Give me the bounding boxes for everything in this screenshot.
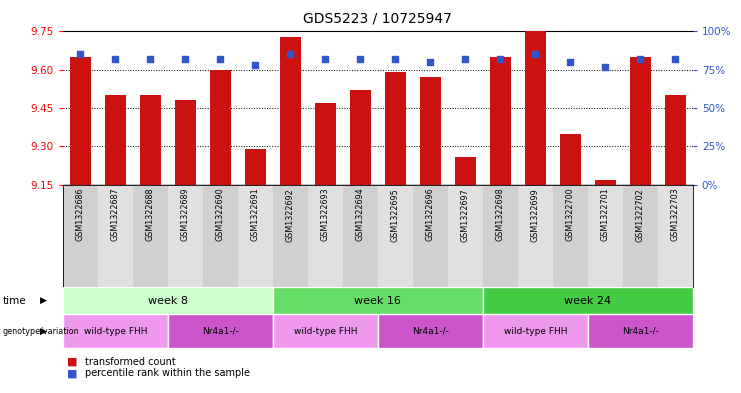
Text: GDS5223 / 10725947: GDS5223 / 10725947 (304, 12, 452, 26)
Bar (245, 149, 266, 185)
Text: GSM1322695: GSM1322695 (391, 188, 400, 242)
Point (354, 56, 366, 62)
Text: ▶: ▶ (39, 296, 47, 305)
Bar (665, 95, 686, 185)
Bar (483, 287, 693, 314)
Point (459, 56, 471, 62)
Bar (630, 57, 651, 185)
Text: GSM1322690: GSM1322690 (216, 188, 225, 241)
Bar (483, 185, 518, 287)
Point (179, 56, 191, 62)
Bar (343, 185, 378, 287)
Bar (63, 314, 168, 348)
Text: ■: ■ (67, 356, 77, 367)
Bar (378, 185, 413, 287)
Text: GSM1322692: GSM1322692 (286, 188, 295, 242)
Bar (525, 31, 546, 185)
Bar (588, 314, 693, 348)
Bar (595, 180, 616, 185)
Bar (273, 185, 308, 287)
Point (599, 64, 611, 70)
Bar (280, 37, 301, 185)
Bar (273, 287, 483, 314)
Point (75, 51, 87, 57)
Point (634, 56, 646, 62)
Text: ▶: ▶ (39, 327, 47, 336)
Bar (70, 57, 91, 185)
Bar (273, 314, 378, 348)
Point (669, 56, 681, 62)
Text: GSM1322702: GSM1322702 (636, 188, 645, 242)
Bar (308, 185, 343, 287)
Bar (350, 90, 371, 185)
Bar (63, 185, 98, 287)
Bar (385, 72, 406, 185)
Point (565, 59, 576, 65)
Bar (658, 185, 693, 287)
Text: Nr4a1-/-: Nr4a1-/- (202, 327, 239, 336)
Bar (98, 185, 133, 287)
Point (215, 56, 227, 62)
Text: GSM1322700: GSM1322700 (566, 188, 575, 241)
Text: Nr4a1-/-: Nr4a1-/- (622, 327, 659, 336)
Bar (490, 57, 511, 185)
Bar (105, 95, 126, 185)
Bar (518, 185, 553, 287)
Bar (588, 185, 623, 287)
Bar (140, 95, 161, 185)
Point (110, 56, 122, 62)
Point (250, 62, 262, 68)
Text: wild-type FHH: wild-type FHH (504, 327, 567, 336)
Bar (553, 185, 588, 287)
Text: GSM1322691: GSM1322691 (251, 188, 260, 241)
Bar (203, 185, 238, 287)
Point (390, 56, 402, 62)
Point (529, 51, 541, 57)
Text: GSM1322698: GSM1322698 (496, 188, 505, 241)
Point (494, 56, 506, 62)
Text: week 8: week 8 (148, 296, 188, 306)
Text: wild-type FHH: wild-type FHH (84, 327, 147, 336)
Text: transformed count: transformed count (85, 356, 176, 367)
Bar (623, 185, 658, 287)
Bar (168, 314, 273, 348)
Text: GSM1322701: GSM1322701 (601, 188, 610, 241)
Bar (483, 314, 588, 348)
Text: week 24: week 24 (565, 296, 611, 306)
Bar (238, 185, 273, 287)
Point (144, 56, 156, 62)
Text: GSM1322689: GSM1322689 (181, 188, 190, 241)
Bar (455, 157, 476, 185)
Text: GSM1322697: GSM1322697 (461, 188, 470, 242)
Bar (63, 287, 273, 314)
Bar (413, 185, 448, 287)
Text: time: time (3, 296, 27, 306)
Text: wild-type FHH: wild-type FHH (293, 327, 357, 336)
Point (285, 51, 296, 57)
Bar (420, 77, 441, 185)
Bar (175, 100, 196, 185)
Bar (378, 314, 483, 348)
Text: week 16: week 16 (354, 296, 402, 306)
Point (319, 56, 331, 62)
Bar (210, 70, 231, 185)
Text: GSM1322688: GSM1322688 (146, 188, 155, 241)
Text: GSM1322703: GSM1322703 (671, 188, 679, 241)
Text: percentile rank within the sample: percentile rank within the sample (85, 368, 250, 378)
Text: GSM1322699: GSM1322699 (531, 188, 540, 242)
Text: ■: ■ (67, 368, 77, 378)
Bar (133, 185, 168, 287)
Text: GSM1322696: GSM1322696 (426, 188, 435, 241)
Text: genotype/variation: genotype/variation (3, 327, 79, 336)
Bar (315, 103, 336, 185)
Text: GSM1322693: GSM1322693 (321, 188, 330, 241)
Text: GSM1322686: GSM1322686 (76, 188, 85, 241)
Text: GSM1322694: GSM1322694 (356, 188, 365, 241)
Bar (448, 185, 483, 287)
Bar (560, 134, 581, 185)
Point (425, 59, 436, 65)
Text: GSM1322687: GSM1322687 (111, 188, 120, 241)
Bar (168, 185, 203, 287)
Text: Nr4a1-/-: Nr4a1-/- (412, 327, 449, 336)
